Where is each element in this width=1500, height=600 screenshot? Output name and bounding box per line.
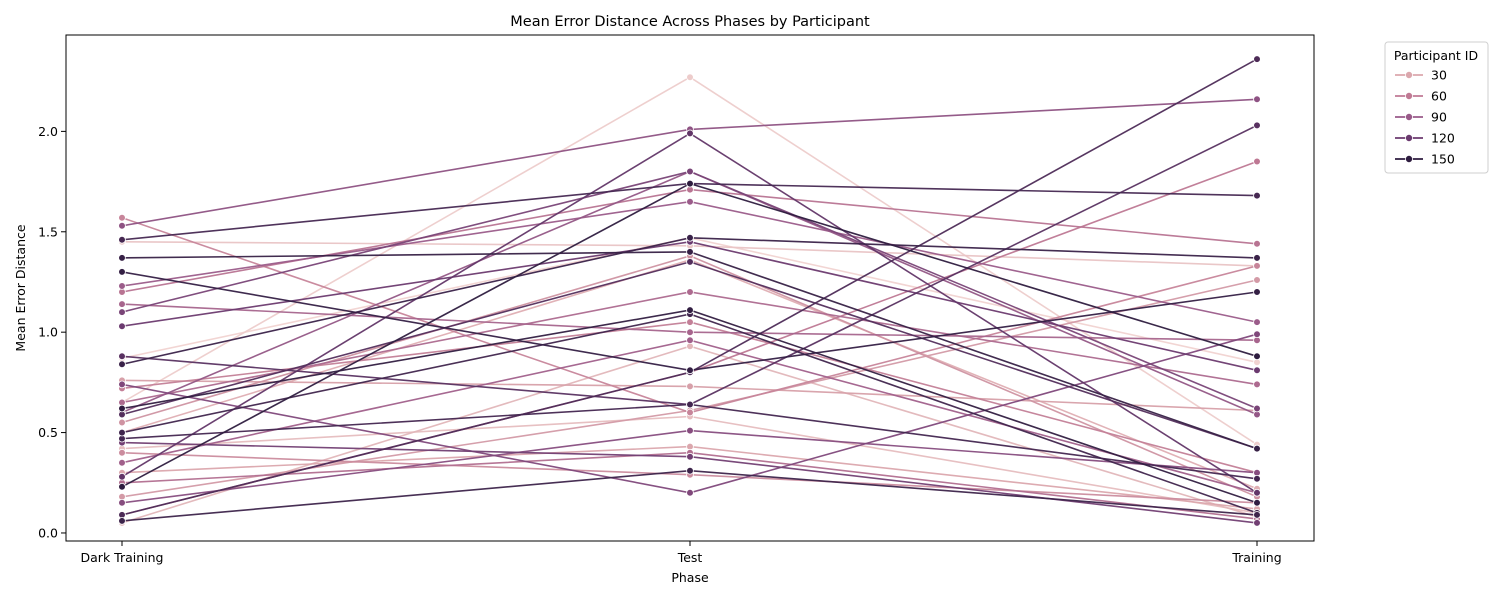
data-point	[1253, 444, 1261, 453]
data-point	[118, 300, 126, 308]
data-point	[686, 167, 694, 176]
legend-swatch-marker	[1405, 133, 1414, 142]
data-point	[686, 73, 694, 81]
data-point	[1253, 191, 1261, 200]
chart-title: Mean Error Distance Across Phases by Par…	[510, 14, 870, 30]
data-point	[686, 366, 694, 375]
y-axis-label: Mean Error Distance	[13, 224, 28, 351]
data-point	[118, 213, 126, 222]
y-tick-label: 0.5	[38, 425, 58, 440]
data-point	[1253, 366, 1261, 375]
data-point	[686, 336, 694, 345]
data-point	[686, 466, 694, 475]
data-point	[118, 418, 126, 427]
data-point	[686, 288, 694, 296]
series-points-layer	[118, 55, 1261, 527]
data-point	[118, 308, 126, 316]
legend-label: 150	[1431, 152, 1455, 167]
legend-swatch-marker	[1405, 154, 1414, 163]
y-tick-label: 2.0	[38, 124, 58, 139]
legend-label: 30	[1431, 68, 1447, 83]
data-point	[1253, 55, 1261, 63]
data-point	[118, 458, 126, 467]
legend: Participant ID 30 60 90 120 150	[1384, 41, 1489, 174]
legend-label: 60	[1431, 89, 1447, 104]
x-axis: Dark Training Test Training	[81, 541, 1282, 565]
x-tick-label: Test	[677, 550, 703, 565]
data-point	[686, 234, 694, 242]
data-point	[1253, 254, 1261, 262]
data-point	[118, 236, 126, 244]
data-point	[1253, 404, 1261, 413]
data-point	[1253, 288, 1261, 296]
y-tick-label: 0.0	[38, 525, 58, 540]
data-point	[118, 282, 126, 290]
legend-label: 90	[1431, 110, 1447, 125]
data-point	[1253, 488, 1261, 497]
y-tick-label: 1.0	[38, 325, 58, 340]
plot-frame	[65, 34, 1315, 542]
data-point	[118, 222, 126, 230]
data-point	[1253, 474, 1261, 483]
data-point	[686, 328, 694, 337]
legend-swatch-marker	[1405, 71, 1414, 80]
data-point	[686, 258, 694, 266]
data-point	[686, 408, 694, 417]
data-point	[1253, 380, 1261, 389]
x-axis-label: Phase	[671, 570, 709, 585]
y-tick-label: 1.5	[38, 224, 58, 239]
data-point	[1253, 511, 1261, 519]
data-point	[686, 426, 694, 435]
series-line	[121, 451, 1258, 520]
data-point	[1253, 157, 1261, 166]
data-point	[118, 404, 126, 413]
data-point	[118, 254, 126, 262]
data-point	[1253, 498, 1261, 507]
legend-title: Participant ID	[1394, 48, 1478, 63]
y-axis: 0.0 0.5 1.0 1.5 2.0	[38, 124, 66, 540]
data-point	[118, 517, 126, 525]
data-point	[118, 498, 126, 507]
data-point	[686, 248, 694, 256]
data-point	[686, 318, 694, 326]
series-line	[121, 98, 1258, 227]
data-point	[686, 488, 694, 497]
data-point	[118, 360, 126, 369]
data-point	[686, 400, 694, 409]
data-point	[1253, 262, 1261, 270]
data-point	[686, 306, 694, 314]
data-point	[118, 448, 126, 457]
data-point	[686, 129, 694, 138]
x-tick-label: Training	[1231, 550, 1281, 565]
data-point	[118, 322, 126, 331]
data-point	[1253, 519, 1261, 527]
data-point	[118, 268, 126, 276]
data-point	[118, 352, 126, 361]
data-point	[118, 428, 126, 437]
data-point	[1253, 318, 1261, 326]
data-point	[1253, 95, 1261, 104]
data-point	[686, 382, 694, 391]
data-point	[686, 452, 694, 461]
data-point	[1253, 240, 1261, 248]
data-point	[118, 380, 126, 389]
data-point	[118, 482, 126, 491]
x-tick-label: Dark Training	[81, 550, 164, 565]
data-point	[1253, 330, 1261, 339]
legend-label: 120	[1431, 131, 1455, 146]
data-point	[1253, 121, 1261, 130]
data-point	[1253, 276, 1261, 284]
data-point	[118, 472, 126, 481]
legend-swatch-marker	[1405, 92, 1414, 101]
legend-swatch-marker	[1405, 113, 1414, 122]
data-point	[686, 179, 694, 188]
data-point	[686, 197, 694, 206]
data-point	[1253, 352, 1261, 361]
